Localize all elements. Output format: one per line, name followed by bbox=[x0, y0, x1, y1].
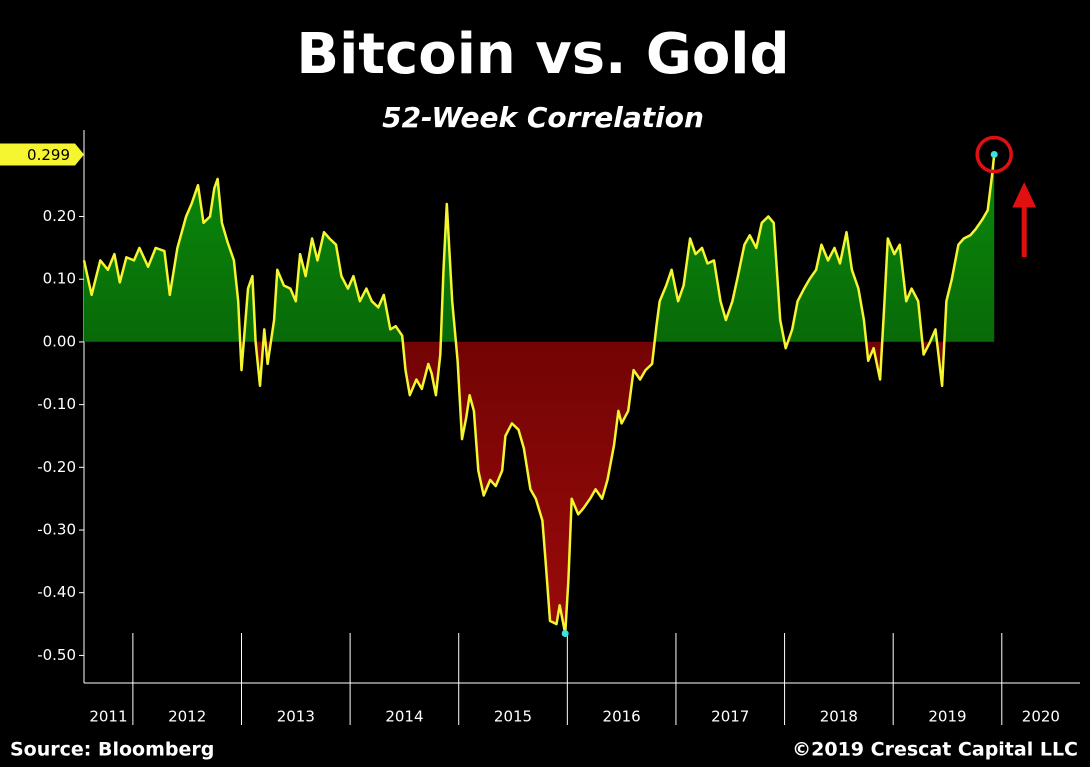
highlight-label: 0.299 bbox=[27, 146, 70, 164]
x-tick-label: 2020 bbox=[1022, 708, 1060, 726]
x-tick-label: 2013 bbox=[277, 708, 315, 726]
point-marker bbox=[990, 150, 998, 158]
chart-subtitle: 52-Week Correlation bbox=[382, 101, 704, 134]
y-tick-label: -0.30 bbox=[37, 521, 76, 539]
x-tick-label: 2016 bbox=[603, 708, 641, 726]
x-tick-label: 2011 bbox=[89, 708, 127, 726]
copyright: ©2019 Crescat Capital LLC bbox=[792, 739, 1078, 761]
y-tick-label: -0.40 bbox=[37, 583, 76, 601]
x-tick-label: 2017 bbox=[711, 708, 749, 726]
source: Source: Bloomberg bbox=[10, 739, 214, 761]
y-tick-label: 0.00 bbox=[43, 332, 76, 350]
highlight-box bbox=[0, 143, 84, 166]
plot-area: -0.50 -0.40 -0.30 -0.20 -0.10 0.00 0.10 0.20 201… bbox=[0, 130, 1080, 726]
correlation-line bbox=[82, 154, 996, 635]
y-tick-label: -0.20 bbox=[37, 458, 76, 476]
y-tick-label: -0.50 bbox=[37, 646, 76, 664]
x-tick-label: 2019 bbox=[928, 708, 966, 726]
up-arrow bbox=[1012, 182, 1037, 257]
x-tick-label: 2014 bbox=[385, 708, 423, 726]
y-tick-label: -0.10 bbox=[37, 395, 76, 413]
x-tick-label: 2012 bbox=[168, 708, 206, 726]
negative-area bbox=[84, 341, 995, 634]
x-tick-label: 2015 bbox=[494, 708, 532, 726]
positive-area bbox=[84, 154, 995, 342]
y-tick-label: 0.20 bbox=[43, 207, 76, 225]
x-tick-label: 2018 bbox=[820, 708, 858, 726]
highlight-circle bbox=[975, 135, 1013, 174]
point-marker bbox=[561, 629, 569, 637]
y-tick-label: 0.10 bbox=[43, 270, 76, 288]
chart-title: Bitcoin vs. Gold bbox=[296, 22, 789, 87]
